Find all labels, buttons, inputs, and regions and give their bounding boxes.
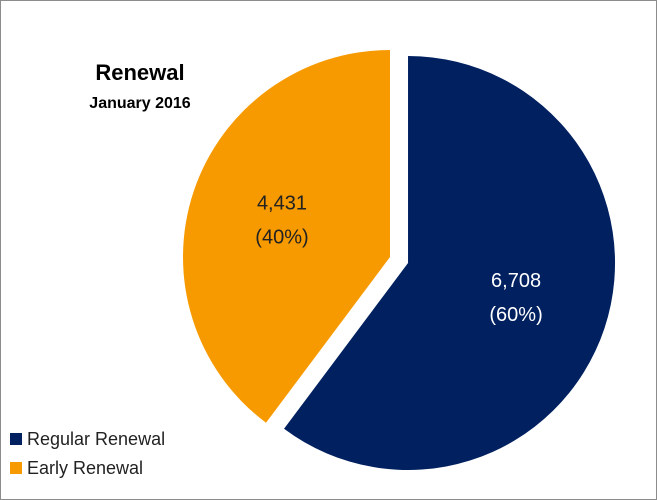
data-label: 6,708 <box>491 270 541 292</box>
pie-slice <box>183 50 390 423</box>
legend-label: Regular Renewal <box>27 429 165 449</box>
chart-title: Renewal <box>95 60 184 85</box>
legend-swatch <box>10 433 22 445</box>
legend-swatch <box>10 462 22 474</box>
legend-label: Early Renewal <box>27 458 143 478</box>
pie-slice <box>284 55 616 470</box>
percent-label: (60%) <box>489 304 542 326</box>
chart-subtitle: January 2016 <box>89 95 191 112</box>
data-label: 4,431 <box>257 192 307 214</box>
percent-label: (40%) <box>255 226 308 248</box>
